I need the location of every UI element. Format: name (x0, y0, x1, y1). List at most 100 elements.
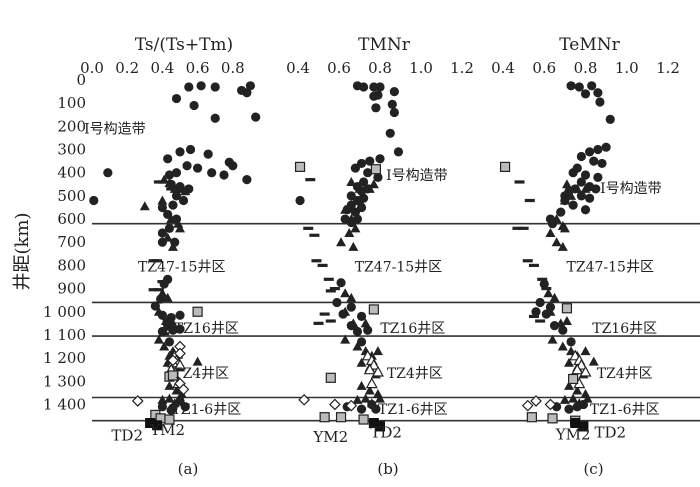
data-point-dash (317, 263, 328, 268)
data-point-circle (556, 207, 566, 217)
data-point-dash (528, 263, 539, 268)
data-point-circle (157, 202, 167, 213)
data-point-triangle (364, 183, 375, 193)
panel-title: TMNr (358, 35, 411, 55)
data-point-open-diamond (345, 399, 358, 412)
zone-label: TZ4井区 (387, 366, 443, 382)
y-tick-label: 400 (57, 164, 86, 182)
data-point-dash (319, 312, 330, 316)
data-point-circle (601, 142, 611, 152)
data-point-open-diamond (131, 395, 144, 407)
y-tick-label: 0 (76, 71, 86, 89)
data-point-triangle (545, 306, 556, 316)
data-point-triangle (356, 357, 367, 367)
data-point-triangle (559, 394, 570, 404)
zone-label: TZ47-15井区 (138, 260, 225, 276)
data-point-triangle (346, 292, 357, 302)
data-point-dash (535, 319, 546, 323)
zone-boundary-lines (92, 222, 700, 422)
data-point-dash (522, 259, 533, 263)
data-point-circle (389, 86, 399, 97)
well-label: TD2 (594, 423, 626, 441)
data-point-gray-square (568, 373, 579, 385)
data-point-black-square (152, 420, 163, 431)
data-point-circle (166, 405, 176, 415)
data-point-gray-square (294, 161, 306, 173)
data-point-dash (323, 277, 334, 281)
y-tick-label: 1 300 (43, 372, 86, 390)
data-point-dash (162, 319, 173, 323)
data-point-triangle (364, 385, 375, 395)
zone-label: I号构造带 (386, 168, 448, 184)
data-point-circle (295, 195, 305, 206)
data-point-circle (228, 161, 238, 171)
data-point-black-square (375, 421, 385, 432)
data-point-triangle (164, 380, 175, 390)
data-point-triangle (344, 227, 355, 237)
data-point-dash (518, 226, 529, 230)
data-point-dash (524, 198, 535, 203)
x-tick-label: 1.2 (656, 59, 680, 77)
data-point-dash (537, 277, 548, 281)
data-point-circle (566, 81, 576, 91)
data-point-dash (153, 180, 164, 184)
data-point-circle (576, 151, 586, 162)
data-point-triangle (551, 237, 562, 247)
data-point-open-triangle (363, 363, 376, 375)
data-point-circle (580, 89, 591, 99)
data-point-triangle (566, 190, 577, 200)
y-tick-label: 200 (57, 117, 86, 135)
data-point-triangle (561, 179, 572, 189)
data-point-triangle (139, 201, 150, 211)
data-point-triangle (180, 186, 191, 196)
y-tick-label: 1 200 (43, 349, 86, 367)
data-point-circle (585, 193, 595, 203)
data-point-circle (566, 337, 576, 347)
data-point-triangle (340, 306, 351, 316)
data-point-triangle (580, 183, 591, 193)
data-point-circle (587, 81, 597, 91)
data-point-dash (512, 226, 523, 230)
well-label: TD2 (111, 427, 143, 445)
x-tick-label: 0.8 (574, 59, 598, 77)
data-point-triangle (574, 398, 585, 408)
data-point-circle (593, 88, 603, 98)
data-point-circle (568, 168, 578, 178)
data-point-circle (332, 297, 342, 308)
data-point-gray-square (368, 304, 379, 315)
data-point-circle (574, 82, 584, 92)
data-point-circle (375, 82, 385, 92)
panel-label: (a) (178, 460, 199, 478)
x-tick-label: 0.6 (532, 59, 556, 77)
data-point-triangle (375, 393, 385, 403)
data-point-circle (175, 147, 185, 157)
y-tick-label: 600 (57, 210, 86, 228)
data-point-triangle (557, 241, 568, 251)
data-point-circle (336, 278, 346, 288)
data-point-gray-square (164, 414, 175, 425)
data-point-triangle (336, 237, 347, 247)
zone-label: TZ47-15井区 (567, 260, 654, 276)
x-tick-label: 1.0 (615, 59, 639, 77)
data-point-triangle (164, 393, 175, 403)
data-point-circle (178, 195, 189, 206)
data-point-triangle (157, 195, 168, 205)
well-label: YM2 (149, 421, 185, 439)
data-point-circle (189, 100, 199, 111)
data-point-open-triangle (571, 363, 584, 375)
data-point-circle (576, 177, 586, 187)
data-point-open-triangle (579, 365, 592, 377)
data-point-circle (359, 82, 369, 92)
data-point-circle (549, 321, 560, 331)
data-point-triangle (354, 195, 365, 205)
data-point-gray-square (167, 370, 179, 381)
data-point-circle (373, 172, 383, 182)
x-tick-label: 0.6 (186, 59, 210, 77)
x-tick-label: 0.2 (115, 59, 139, 77)
data-point-triangle (559, 195, 570, 205)
data-point-triangle (564, 357, 574, 367)
data-point-triangle (162, 232, 173, 242)
zone-label: I号构造带 (600, 181, 662, 197)
data-point-dash (305, 178, 316, 182)
data-point-triangle (167, 241, 178, 251)
